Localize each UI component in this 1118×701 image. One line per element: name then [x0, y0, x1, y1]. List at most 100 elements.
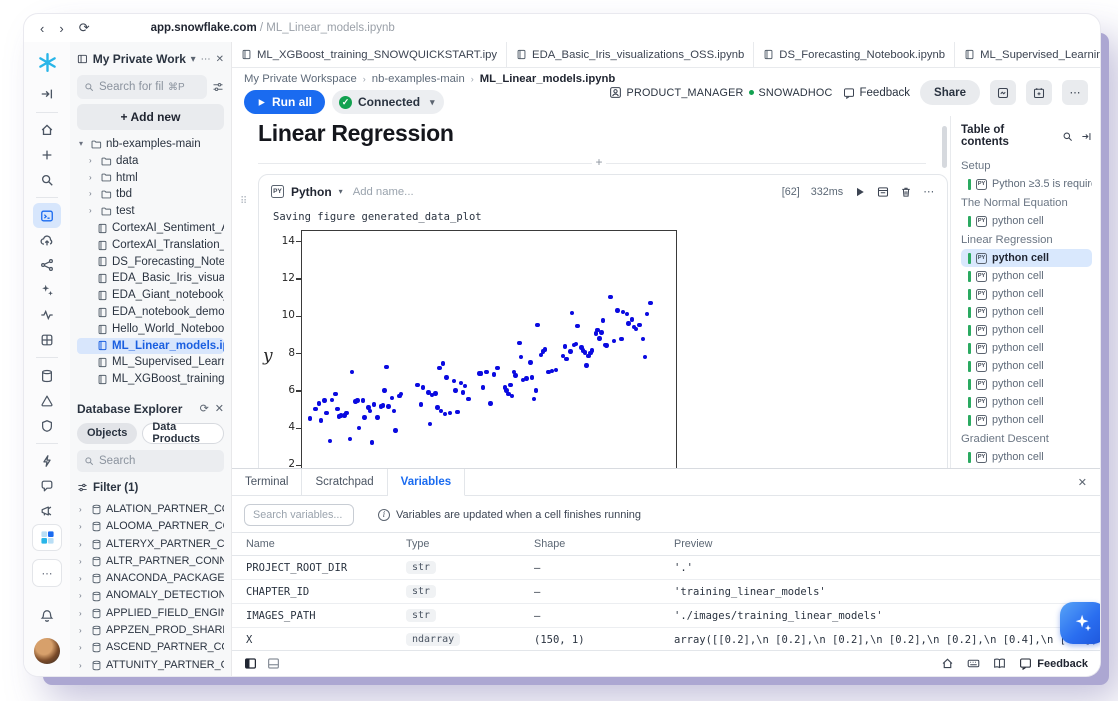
db-explorer-tab[interactable]: Objects [77, 422, 138, 444]
toc-cell-item[interactable]: PY python cell [961, 375, 1092, 393]
marketplace-icon[interactable] [33, 328, 61, 353]
add-cell-icon[interactable]: + [592, 156, 606, 170]
db-collapse-icon[interactable]: ✕ [214, 403, 224, 416]
database-item[interactable]: › APPLIED_FIELD_ENGINEERI... [77, 605, 224, 622]
variable-row[interactable]: PROJECT_ROOT_DIR str – '.' [232, 556, 1100, 580]
variable-search-input[interactable] [244, 504, 354, 526]
address-bar[interactable]: app.snowflake.com / ML_Linear_models.ipy… [151, 22, 395, 34]
workspace-title[interactable]: My Private Work... [92, 52, 186, 66]
forward-icon[interactable]: › [59, 20, 64, 36]
database-item[interactable]: › AVADREVU [77, 674, 224, 677]
database-item[interactable]: › ALOOMA_PARTNER_CONN... [77, 518, 224, 535]
language-chevron-icon[interactable]: ▾ [338, 187, 343, 196]
statusbar-feedback-button[interactable]: Feedback [1019, 657, 1088, 670]
connection-chevron-icon[interactable]: ▾ [430, 96, 435, 107]
editor-tab[interactable]: DS_Forecasting_Notebook.ipynb [754, 42, 956, 67]
refresh-icon[interactable]: ⟳ [199, 403, 209, 416]
db-search-box[interactable] [77, 449, 224, 472]
apps-icon[interactable] [32, 523, 62, 552]
tree-folder[interactable]: › test [77, 203, 224, 220]
toc-section-heading[interactable]: Setup [961, 159, 991, 172]
data-sharing-icon[interactable] [33, 253, 61, 278]
panel-close-icon[interactable]: ✕ [1077, 476, 1087, 489]
bell-icon[interactable] [33, 603, 61, 628]
variable-row[interactable]: CHAPTER_ID str – 'training_linear_models… [232, 580, 1100, 604]
toc-section-heading[interactable]: Linear Regression [961, 233, 1053, 246]
bolt-icon[interactable] [33, 449, 61, 474]
back-icon[interactable]: ‹ [40, 20, 45, 36]
breadcrumb-workspace[interactable]: My Private Workspace [244, 73, 357, 85]
db-filter[interactable]: Filter (1) [77, 478, 224, 498]
panel-tab[interactable]: Variables [387, 469, 466, 496]
cloud-upload-icon[interactable] [33, 228, 61, 253]
tree-file[interactable]: ML_XGBoost_training_SN... [77, 371, 224, 388]
keyboard-shortcuts-icon[interactable] [967, 657, 980, 670]
projects-icon[interactable] [33, 203, 61, 229]
toc-cell-item[interactable]: PY python cell [961, 267, 1092, 285]
file-search-box[interactable]: ⌘P [77, 75, 207, 99]
user-avatar[interactable] [34, 638, 60, 665]
search-icon[interactable] [33, 167, 61, 192]
header-more-button[interactable]: ⋯ [1062, 80, 1088, 105]
db-explorer-tab[interactable]: Data Products [142, 421, 224, 445]
home-icon[interactable] [33, 118, 61, 143]
run-all-button[interactable]: Run all [244, 90, 326, 114]
chat-icon[interactable] [33, 474, 61, 499]
toc-cell-item[interactable]: PY python cell [961, 357, 1092, 375]
session-context[interactable]: PRODUCT_MANAGER SNOWADHOC [609, 86, 833, 99]
workspace-more-icon[interactable]: ⋯ [200, 53, 211, 65]
megaphone-icon[interactable] [33, 499, 61, 524]
toc-cell-item[interactable]: PY python cell [961, 303, 1092, 321]
more-icon[interactable]: ⋯ [32, 559, 62, 588]
expand-output-icon[interactable] [877, 186, 889, 198]
tree-file[interactable]: Hello_World_Notebook.ipy... [77, 321, 224, 338]
database-item[interactable]: › ASCEND_PARTNER_CONNE... [77, 639, 224, 656]
tree-file[interactable]: CortexAI_Translation_SNO... [77, 237, 224, 254]
add-new-button[interactable]: + Add new [77, 104, 224, 130]
activity-icon[interactable] [33, 303, 61, 328]
editor-tab[interactable]: EDA_Basic_Iris_visualizations_OSS.ipynb [507, 42, 755, 67]
variable-row[interactable]: IMAGES_PATH str – './images/training_lin… [232, 604, 1100, 628]
delete-cell-icon[interactable] [900, 186, 912, 198]
toc-cell-item[interactable]: PY python cell [961, 212, 1092, 230]
database-item[interactable]: › ALATION_PARTNER_CONN... [77, 501, 224, 518]
toc-cell-item[interactable]: PY python cell [961, 339, 1092, 357]
schedule-button[interactable] [1026, 80, 1052, 105]
database-icon[interactable] [33, 363, 61, 388]
tree-file[interactable]: EDA_notebook_demo.ipynb [77, 304, 224, 321]
snowflake-logo[interactable] [33, 48, 61, 78]
tree-folder[interactable]: › html [77, 170, 224, 187]
tree-file[interactable]: ML_Supervised_Learning.i... [77, 354, 224, 371]
share-button[interactable]: Share [920, 80, 980, 105]
tree-folder[interactable]: › data [77, 153, 224, 170]
file-search-input[interactable] [99, 81, 163, 93]
variable-row[interactable]: X ndarray (150, 1) array([[0.2],\n [0.2]… [232, 628, 1100, 652]
reload-icon[interactable]: ⟳ [78, 20, 90, 35]
tree-file[interactable]: EDA_Basic_Iris_visualizatio... [77, 270, 224, 287]
tree-file[interactable]: DS_Forecasting_Noteboo... [77, 254, 224, 271]
home-status-icon[interactable] [941, 657, 954, 670]
tree-file[interactable]: ML_Linear_models.ipynb [77, 337, 224, 355]
connection-button[interactable]: ✓ Connected ▾ [332, 90, 444, 114]
horizon-icon[interactable] [33, 413, 61, 438]
database-item[interactable]: › ALTERYX_PARTNER_CONN... [77, 536, 224, 553]
panel-tab[interactable]: Scratchpad [302, 469, 388, 495]
toc-section-heading[interactable]: The Normal Equation [961, 196, 1068, 209]
editor-tab[interactable]: ML_XGBoost_training_SNOWQUICKSTART.ipy [232, 42, 508, 67]
database-item[interactable]: › ATTUNITY_PARTNER_CON... [77, 657, 224, 674]
toc-cell-item[interactable]: PY python cell [961, 393, 1092, 411]
breadcrumb-folder[interactable]: nb-examples-main [371, 73, 465, 85]
ai-assistant-button[interactable] [1060, 602, 1100, 644]
toc-collapse-icon[interactable] [1081, 131, 1092, 142]
cell-name-placeholder[interactable]: Add name... [352, 185, 414, 198]
run-cell-icon[interactable] [854, 186, 866, 198]
db-search-input[interactable] [99, 454, 199, 467]
toc-cell-item[interactable]: PY python cell [961, 321, 1092, 339]
cell-language[interactable]: Python [291, 184, 332, 199]
cell-drag-handle[interactable]: ⠿ [240, 196, 247, 207]
docs-icon[interactable] [993, 657, 1006, 670]
database-item[interactable]: › ANOMALY_DETECTION_APP [77, 587, 224, 604]
database-item[interactable]: › ANACONDA_PACKAGE_SH... [77, 570, 224, 587]
panel-tab[interactable]: Terminal [232, 469, 303, 495]
toc-search-icon[interactable] [1062, 131, 1073, 142]
